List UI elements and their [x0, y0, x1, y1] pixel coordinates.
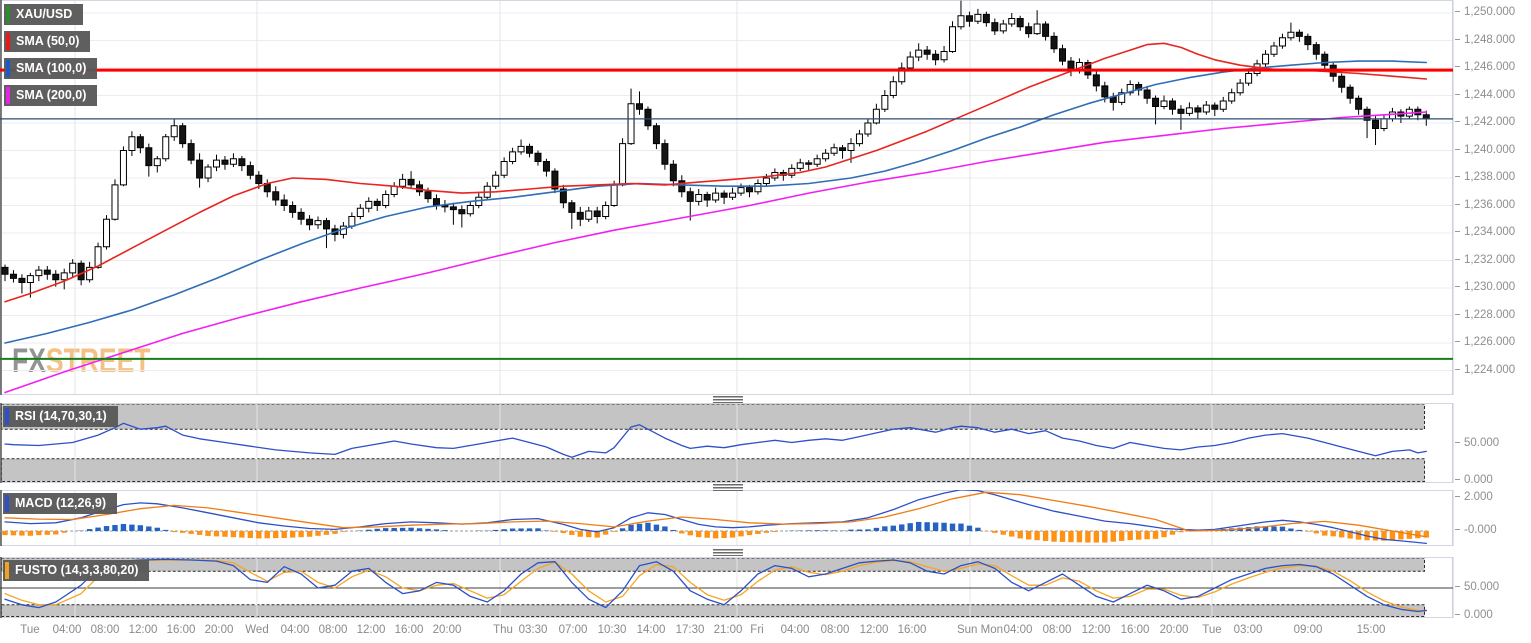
price-axis-label: 1,230.000 [1455, 281, 1515, 293]
legend-item-rsi[interactable]: RSI (14,70,30,1) [3, 406, 118, 427]
macd-axis-label: 2.000 [1455, 491, 1493, 503]
price-axis-label: 1,250.000 [1455, 6, 1515, 18]
price-axis-label: 1,224.000 [1455, 364, 1515, 376]
time-axis[interactable]: Tue 04:00 08:00 12:00 16:00 20:00 Wed 04:00 08:0… [0, 619, 1455, 643]
legend-item-sma200[interactable]: SMA (200,0) [4, 85, 98, 106]
time-axis-label: Wed [245, 624, 269, 636]
legend-item-sma100[interactable]: SMA (100,0) [4, 58, 98, 79]
price-axis-label: 1,236.000 [1455, 199, 1515, 211]
panel-resize-handle[interactable] [713, 549, 743, 556]
legend-symbol-label: XAU/USD [16, 7, 73, 21]
legend-item-sma50[interactable]: SMA (50,0) [4, 31, 91, 52]
time-axis-label: 15:00 [1356, 624, 1386, 636]
rsi-axis-label: 50.000 [1455, 437, 1499, 449]
time-axis-label: 16:00 [1120, 624, 1150, 636]
time-axis-label: 17:30 [675, 624, 705, 636]
time-axis-label: 04:00 [280, 624, 310, 636]
price-axis-label: 1,238.000 [1455, 171, 1515, 183]
time-axis-label: 08:00 [90, 624, 120, 636]
fusto-label: FUSTO (14,3,3,80,20) [15, 563, 139, 577]
time-axis-label: 12:00 [128, 624, 158, 636]
fusto-color-swatch [5, 562, 9, 579]
time-axis-label: 20:00 [1159, 624, 1189, 636]
sma50-color-swatch [6, 33, 10, 50]
rsi-axis-label: 0.000 [1455, 474, 1493, 486]
sma200-color-swatch [6, 87, 10, 104]
time-axis-label: 07:00 [558, 624, 588, 636]
symbol-color-swatch [6, 6, 10, 23]
watermark-fx-text: FX [12, 342, 46, 380]
time-axis-label: 12:00 [1081, 624, 1111, 636]
time-axis-label: 12:00 [356, 624, 386, 636]
fusto-panel-canvas[interactable] [0, 557, 1455, 618]
time-axis-label: 20:00 [204, 624, 234, 636]
time-axis-label: Sun Mon [956, 624, 1004, 636]
legend-sma200-label: SMA (200,0) [16, 88, 87, 102]
time-axis-label: Thu [493, 624, 513, 636]
price-axis-label: 1,234.000 [1455, 226, 1515, 238]
price-axis-label: 1,248.000 [1455, 34, 1515, 46]
time-axis-label: 03:30 [518, 624, 548, 636]
time-axis-label: 04:00 [780, 624, 810, 636]
legend-item-fusto[interactable]: FUSTO (14,3,3,80,20) [3, 560, 150, 581]
time-axis-label: 16:00 [394, 624, 424, 636]
time-axis-label: Tue [20, 624, 40, 636]
rsi-label: RSI (14,70,30,1) [15, 409, 107, 423]
time-axis-label: 21:00 [713, 624, 743, 636]
legend-item-macd[interactable]: MACD (12,26,9) [3, 493, 117, 514]
macd-axis-label: -0.000 [1455, 524, 1497, 536]
price-axis-label: 1,232.000 [1455, 254, 1515, 266]
legend-sma50-label: SMA (50,0) [16, 34, 80, 48]
time-axis-label: 10:30 [597, 624, 627, 636]
price-axis-label: 1,240.000 [1455, 144, 1515, 156]
sma100-color-swatch [6, 60, 10, 77]
legend-item-symbol[interactable]: XAU/USD [4, 4, 84, 25]
time-axis-label: Tue [1202, 624, 1222, 636]
rsi-color-swatch [5, 408, 9, 425]
price-axis[interactable]: 1,242.300 1,250.0001,248.0001,246.0001,2… [1455, 0, 1531, 643]
time-axis-label: 08:00 [1042, 624, 1072, 636]
time-axis-label: 08:00 [318, 624, 348, 636]
rsi-panel-canvas[interactable] [0, 403, 1455, 483]
time-axis-label: 04:00 [52, 624, 82, 636]
panel-resize-handle[interactable] [713, 484, 743, 491]
panel-resize-handle[interactable] [713, 396, 743, 403]
fusto-axis-label: 50.000 [1455, 581, 1499, 593]
time-axis-label: 08:00 [820, 624, 850, 636]
macd-panel-canvas[interactable] [0, 490, 1455, 546]
price-axis-label: 1,228.000 [1455, 309, 1515, 321]
time-axis-label: 09:00 [1293, 624, 1323, 636]
time-axis-label: 03:00 [1233, 624, 1263, 636]
macd-label: MACD (12,26,9) [15, 496, 106, 510]
price-axis-label: 1,244.000 [1455, 89, 1515, 101]
macd-color-swatch [5, 495, 9, 512]
price-axis-label: 1,242.000 [1455, 116, 1515, 128]
price-axis-label: 1,246.000 [1455, 61, 1515, 73]
time-axis-label: 16:00 [166, 624, 196, 636]
price-chart-canvas[interactable] [0, 0, 1455, 395]
time-axis-label: 16:00 [897, 624, 927, 636]
legend-sma100-label: SMA (100,0) [16, 61, 87, 75]
fusto-axis-label: 0.000 [1455, 609, 1493, 621]
time-axis-label: Fri [750, 624, 764, 636]
time-axis-label: 12:00 [859, 624, 889, 636]
price-axis-label: 1,226.000 [1455, 336, 1515, 348]
time-axis-label: 20:00 [432, 624, 462, 636]
time-axis-label: 04:00 [1003, 624, 1033, 636]
time-axis-label: 14:00 [636, 624, 666, 636]
